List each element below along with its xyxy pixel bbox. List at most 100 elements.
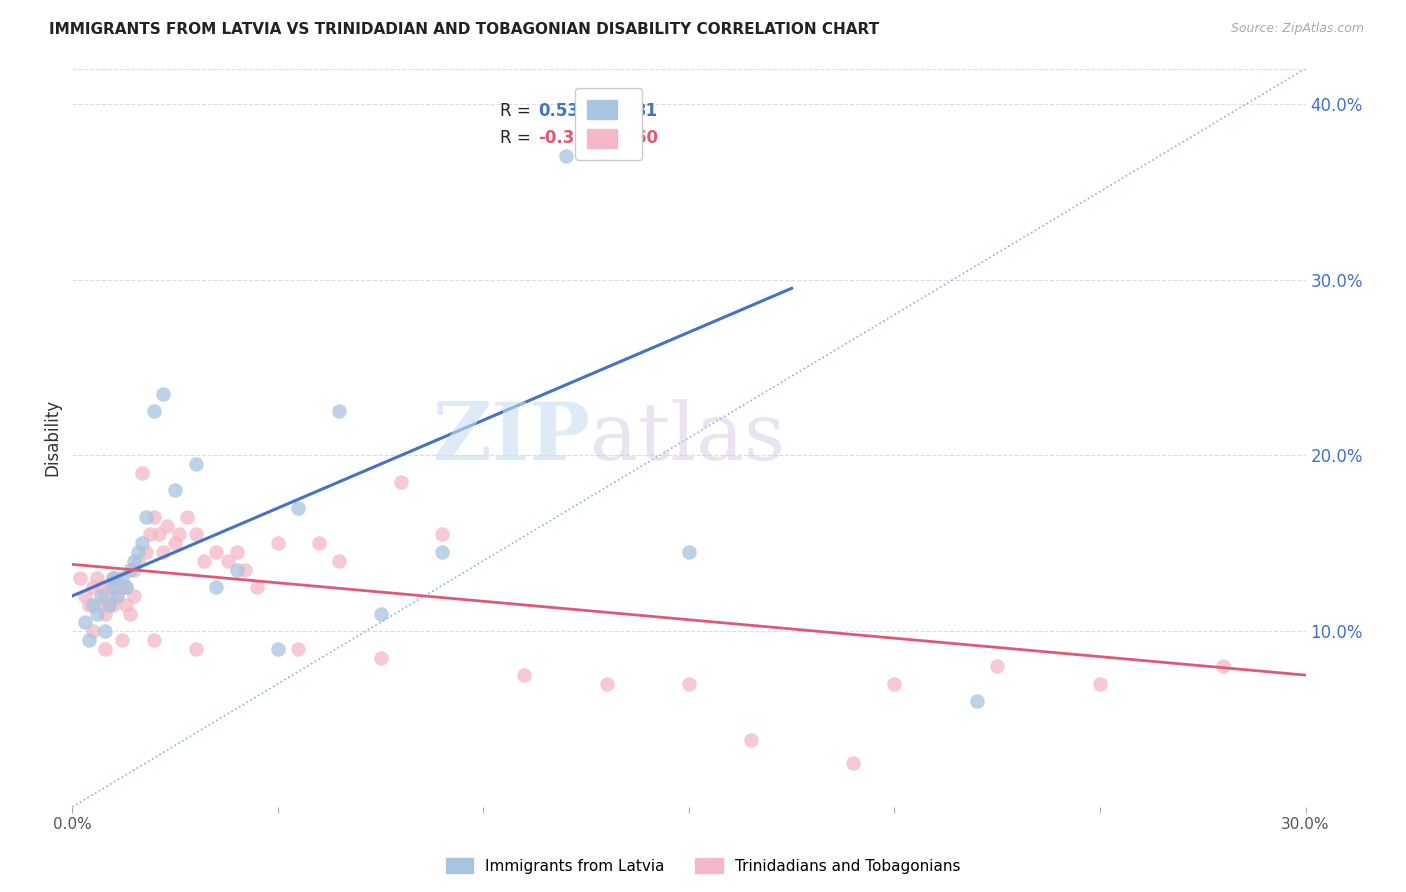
Point <box>267 536 290 550</box>
Point <box>77 598 100 612</box>
Point <box>184 527 207 541</box>
Point <box>246 580 269 594</box>
Point <box>118 563 141 577</box>
Point <box>94 589 117 603</box>
Point <box>122 563 145 577</box>
Point <box>103 580 125 594</box>
Point <box>842 756 865 770</box>
Text: atlas: atlas <box>591 399 786 476</box>
Point <box>225 563 247 577</box>
Point <box>148 527 170 541</box>
Point <box>167 527 190 541</box>
Point <box>103 571 125 585</box>
Point <box>122 554 145 568</box>
Point <box>184 457 207 471</box>
Point <box>82 624 104 639</box>
Point <box>267 641 290 656</box>
Point <box>143 509 166 524</box>
Point <box>135 545 157 559</box>
Point <box>110 571 132 585</box>
Point <box>370 607 392 621</box>
Point <box>176 509 198 524</box>
Point <box>73 615 96 630</box>
Point <box>184 641 207 656</box>
Point <box>98 598 121 612</box>
Legend:  ,  : , <box>575 88 643 160</box>
Point <box>122 589 145 603</box>
Point <box>94 641 117 656</box>
Point <box>740 733 762 747</box>
Text: R =: R = <box>501 129 536 147</box>
Point <box>131 536 153 550</box>
Point <box>90 589 112 603</box>
Point <box>143 632 166 647</box>
Text: R =: R = <box>501 102 536 120</box>
Point <box>73 589 96 603</box>
Point <box>287 641 309 656</box>
Point <box>110 580 132 594</box>
Point <box>135 509 157 524</box>
Point <box>233 563 256 577</box>
Point <box>163 536 186 550</box>
Point <box>225 545 247 559</box>
Text: 60: 60 <box>634 129 658 147</box>
Point <box>432 545 454 559</box>
Point <box>328 404 350 418</box>
Text: N =: N = <box>596 129 633 147</box>
Point <box>389 475 412 489</box>
Point <box>678 677 700 691</box>
Point <box>110 632 132 647</box>
Point <box>554 149 576 163</box>
Point <box>205 580 228 594</box>
Point <box>107 589 129 603</box>
Point <box>432 527 454 541</box>
Point <box>152 386 174 401</box>
Point <box>107 571 129 585</box>
Point <box>127 554 149 568</box>
Text: ZIP: ZIP <box>433 399 591 476</box>
Point <box>883 677 905 691</box>
Point <box>86 607 108 621</box>
Point <box>308 536 330 550</box>
Point <box>98 580 121 594</box>
Point <box>114 580 136 594</box>
Text: -0.346: -0.346 <box>538 129 598 147</box>
Point <box>217 554 239 568</box>
Point <box>127 545 149 559</box>
Point <box>1212 659 1234 673</box>
Point <box>98 598 121 612</box>
Point <box>82 598 104 612</box>
Point <box>82 580 104 594</box>
Text: IMMIGRANTS FROM LATVIA VS TRINIDADIAN AND TOBAGONIAN DISABILITY CORRELATION CHAR: IMMIGRANTS FROM LATVIA VS TRINIDADIAN AN… <box>49 22 879 37</box>
Legend: Immigrants from Latvia, Trinidadians and Tobagonians: Immigrants from Latvia, Trinidadians and… <box>440 852 966 880</box>
Text: N =: N = <box>596 102 633 120</box>
Point <box>986 659 1008 673</box>
Point <box>152 545 174 559</box>
Point <box>163 483 186 498</box>
Point <box>1088 677 1111 691</box>
Point <box>193 554 215 568</box>
Point <box>328 554 350 568</box>
Point <box>107 589 129 603</box>
Point <box>966 694 988 708</box>
Point <box>118 607 141 621</box>
Y-axis label: Disability: Disability <box>44 400 60 476</box>
Point <box>114 580 136 594</box>
Point <box>595 677 617 691</box>
Text: Source: ZipAtlas.com: Source: ZipAtlas.com <box>1230 22 1364 36</box>
Point <box>678 545 700 559</box>
Point <box>103 571 125 585</box>
Point <box>94 607 117 621</box>
Point <box>205 545 228 559</box>
Point <box>86 571 108 585</box>
Point <box>287 501 309 516</box>
Point <box>131 466 153 480</box>
Point <box>139 527 162 541</box>
Text: 31: 31 <box>634 102 658 120</box>
Point <box>90 580 112 594</box>
Point <box>156 518 179 533</box>
Point <box>103 598 125 612</box>
Point <box>513 668 536 682</box>
Point <box>77 632 100 647</box>
Point <box>69 571 91 585</box>
